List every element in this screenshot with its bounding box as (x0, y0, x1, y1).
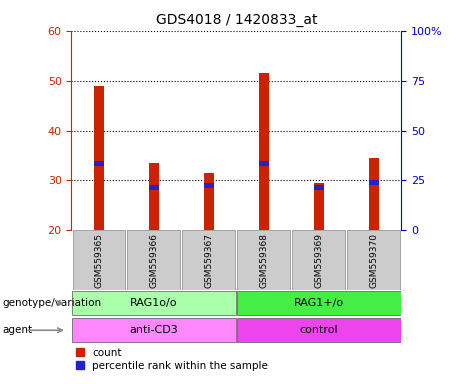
Bar (183, 230, 235, 290)
Text: control: control (299, 325, 338, 335)
Bar (314, 183, 324, 230)
Text: GSM559366: GSM559366 (149, 233, 159, 288)
Bar (292, 230, 345, 290)
Text: agent: agent (2, 325, 32, 335)
Bar (149, 163, 159, 230)
Text: GSM559367: GSM559367 (204, 233, 213, 288)
Text: genotype/variation: genotype/variation (2, 298, 101, 308)
Text: GSM559369: GSM559369 (314, 233, 323, 288)
Bar (94, 86, 104, 230)
Bar (237, 291, 401, 316)
Bar (204, 183, 214, 188)
Text: RAG1o/o: RAG1o/o (130, 298, 177, 308)
Bar (369, 180, 378, 185)
Text: GSM559370: GSM559370 (369, 233, 378, 288)
Bar (94, 161, 104, 166)
Bar (128, 230, 180, 290)
Title: GDS4018 / 1420833_at: GDS4018 / 1420833_at (155, 13, 317, 27)
Bar (259, 161, 269, 166)
Bar (259, 73, 269, 230)
Bar (237, 318, 401, 343)
Bar (237, 230, 290, 290)
Bar (369, 158, 378, 230)
Legend: count, percentile rank within the sample: count, percentile rank within the sample (71, 344, 272, 375)
Bar (72, 291, 236, 316)
Text: GSM559365: GSM559365 (95, 233, 103, 288)
Bar (204, 173, 214, 230)
Text: RAG1+/o: RAG1+/o (294, 298, 344, 308)
Bar (347, 230, 400, 290)
Bar (72, 318, 236, 343)
Text: GSM559368: GSM559368 (259, 233, 268, 288)
Bar (314, 185, 324, 190)
Bar (149, 185, 159, 190)
Text: anti-CD3: anti-CD3 (130, 325, 178, 335)
Bar (72, 230, 125, 290)
